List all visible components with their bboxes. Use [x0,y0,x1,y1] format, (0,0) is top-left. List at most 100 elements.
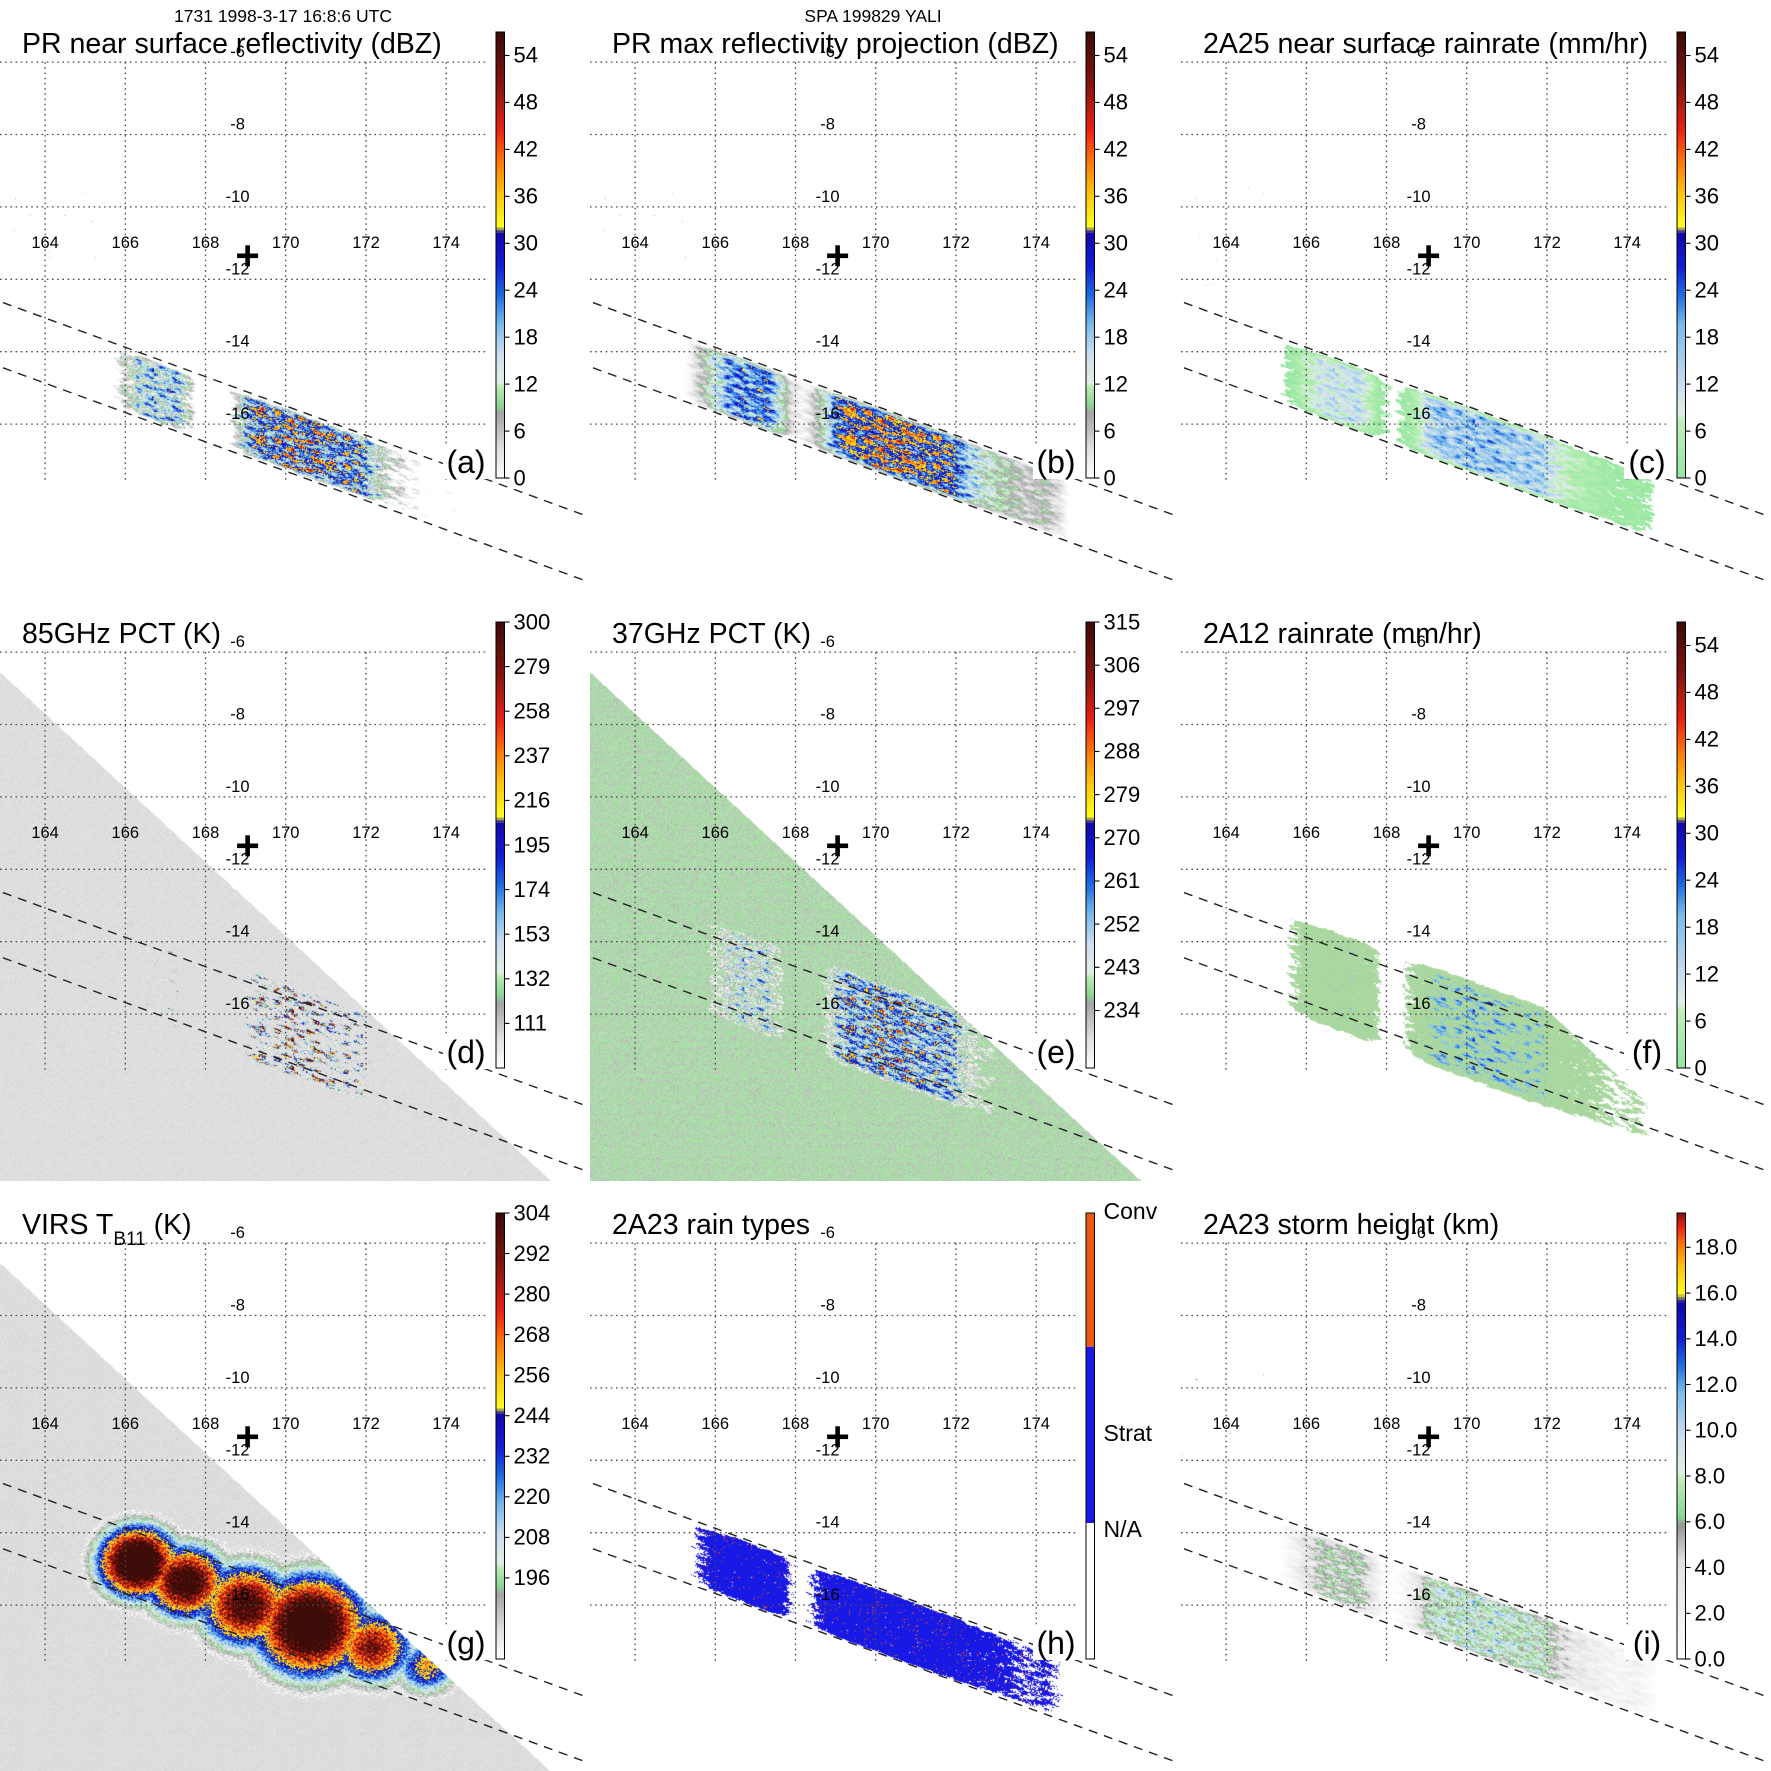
svg-text:172: 172 [943,234,971,252]
svg-text:6: 6 [1694,1009,1706,1034]
svg-text:237: 237 [514,743,551,768]
svg-text:306: 306 [1104,653,1141,678]
svg-text:168: 168 [782,234,810,252]
svg-text:-14: -14 [226,923,250,941]
svg-text:196: 196 [514,1565,551,1590]
svg-text:170: 170 [272,234,300,252]
svg-text:172: 172 [1533,1415,1561,1433]
svg-text:164: 164 [31,1415,59,1433]
svg-text:48: 48 [514,90,538,115]
svg-text:36: 36 [1694,184,1718,209]
svg-text:216: 216 [514,788,551,813]
svg-text:252: 252 [1104,912,1141,937]
svg-text:48: 48 [1694,90,1718,115]
svg-text:164: 164 [1212,824,1240,842]
svg-text:258: 258 [514,699,551,724]
svg-text:12: 12 [1104,371,1128,396]
svg-text:48: 48 [1104,90,1128,115]
svg-text:16.0: 16.0 [1694,1280,1737,1305]
svg-text:-8: -8 [821,116,836,134]
svg-text:10.0: 10.0 [1694,1417,1737,1442]
svg-text:270: 270 [1104,825,1141,850]
svg-text:2A23 rain types: 2A23 rain types [612,1209,810,1241]
svg-text:174: 174 [514,877,551,902]
svg-text:24: 24 [514,278,538,303]
svg-text:18: 18 [1104,324,1128,349]
svg-text:6: 6 [514,418,526,443]
svg-text:170: 170 [272,1415,300,1433]
svg-text:0: 0 [1694,1056,1706,1081]
svg-text:6: 6 [1694,418,1706,443]
svg-text:-16: -16 [816,995,840,1013]
svg-text:N/A: N/A [1104,1516,1143,1542]
svg-text:12: 12 [1694,962,1718,987]
svg-text:174: 174 [1613,234,1641,252]
svg-text:168: 168 [1372,1415,1400,1433]
svg-text:42: 42 [1694,727,1718,752]
svg-text:164: 164 [31,824,59,842]
svg-text:4.0: 4.0 [1694,1554,1725,1579]
svg-text:(a): (a) [446,444,485,480]
svg-text:-16: -16 [1406,995,1430,1013]
svg-text:37GHz PCT (K): 37GHz PCT (K) [612,618,811,650]
svg-text:170: 170 [862,234,890,252]
svg-text:(d): (d) [446,1034,485,1070]
svg-text:-10: -10 [1406,778,1430,796]
svg-text:6: 6 [1104,418,1116,443]
svg-text:-6: -6 [821,633,836,651]
svg-text:0: 0 [514,465,526,490]
svg-text:-8: -8 [821,706,836,724]
svg-text:18.0: 18.0 [1694,1234,1737,1259]
svg-text:164: 164 [622,824,650,842]
svg-text:315: 315 [1104,610,1141,635]
svg-text:-16: -16 [226,995,250,1013]
svg-text:(c): (c) [1628,444,1665,480]
svg-text:(h): (h) [1037,1625,1076,1661]
svg-text:-14: -14 [1406,1513,1430,1531]
svg-text:280: 280 [514,1281,551,1306]
svg-text:54: 54 [1104,43,1128,68]
svg-text:PR near surface reflectivity (: PR near surface reflectivity (dBZ) [22,28,442,60]
svg-text:-10: -10 [816,188,840,206]
svg-text:172: 172 [352,824,380,842]
svg-text:18: 18 [1694,915,1718,940]
svg-text:168: 168 [1372,824,1400,842]
svg-text:244: 244 [514,1403,551,1428]
svg-text:-16: -16 [226,1586,250,1604]
svg-text:166: 166 [702,824,730,842]
svg-text:(i): (i) [1632,1625,1660,1661]
svg-text:172: 172 [352,1415,380,1433]
svg-text:36: 36 [514,184,538,209]
svg-text:288: 288 [1104,739,1141,764]
svg-text:172: 172 [1533,234,1561,252]
svg-text:164: 164 [1212,1415,1240,1433]
svg-text:-14: -14 [816,923,840,941]
svg-text:172: 172 [1533,824,1561,842]
svg-text:174: 174 [1023,1415,1051,1433]
svg-text:132: 132 [514,966,551,991]
svg-text:-10: -10 [816,778,840,796]
svg-text:-16: -16 [1406,1586,1430,1604]
svg-text:166: 166 [112,824,140,842]
svg-text:168: 168 [1372,234,1400,252]
svg-text:18: 18 [514,324,538,349]
svg-text:30: 30 [514,231,538,256]
svg-text:208: 208 [514,1524,551,1549]
svg-text:2.0: 2.0 [1694,1600,1725,1625]
svg-text:168: 168 [192,1415,220,1433]
svg-text:1731 1998-3-17 16:8:6 UTC: 1731 1998-3-17 16:8:6 UTC [174,6,392,26]
svg-text:164: 164 [622,1415,650,1433]
svg-text:0.0: 0.0 [1694,1646,1725,1671]
svg-text:2A23 storm height (km): 2A23 storm height (km) [1203,1209,1499,1241]
svg-text:170: 170 [1453,1415,1481,1433]
svg-text:-8: -8 [1411,116,1426,134]
svg-text:-14: -14 [816,1513,840,1531]
svg-text:0: 0 [1694,465,1706,490]
svg-text:166: 166 [1292,824,1320,842]
svg-text:-16: -16 [1406,405,1430,423]
svg-text:Strat: Strat [1104,1420,1153,1446]
svg-text:-16: -16 [816,1586,840,1604]
svg-text:(e): (e) [1037,1034,1076,1070]
svg-text:-14: -14 [226,1513,250,1531]
svg-text:174: 174 [1023,824,1051,842]
